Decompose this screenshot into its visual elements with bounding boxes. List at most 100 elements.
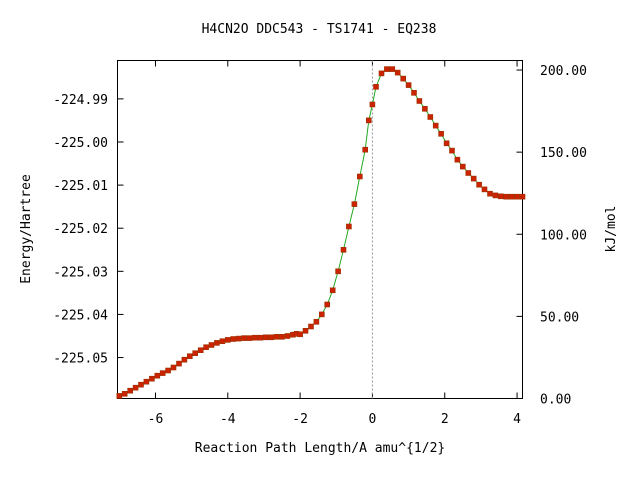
data-point [340, 247, 347, 253]
data-point [308, 323, 314, 330]
data-point [208, 342, 215, 348]
data-point [241, 335, 247, 341]
data-point [389, 66, 396, 72]
chart-title: H4CN2O DDC543 - TS1741 - EQ238 [202, 22, 437, 37]
data-point [394, 69, 401, 76]
data-point [384, 66, 390, 72]
data-point [335, 268, 341, 275]
data-point [313, 318, 320, 325]
data-point [252, 334, 258, 341]
x-tick-label: 2 [441, 412, 449, 427]
data-point [149, 375, 155, 382]
data-point [378, 70, 385, 77]
data-point [324, 301, 331, 308]
data-point [138, 381, 144, 388]
data-point [176, 360, 182, 367]
data-point [427, 114, 434, 120]
data-point [284, 333, 291, 339]
data-point [443, 140, 450, 147]
y2-tick-label: 200.00 [540, 64, 587, 79]
axis-ticks: -6 -4 -2 0 2 4 -224.99 -225.00 -225.01 -225.02 -22… [53, 60, 587, 427]
y-tick-label: -225.02 [53, 222, 108, 237]
data-point [365, 117, 372, 124]
y2-tick-label: 50.00 [540, 310, 579, 325]
data-point [268, 334, 275, 341]
plot-frame [117, 60, 523, 399]
data-point [203, 344, 209, 351]
data-point [519, 193, 526, 200]
data-point [170, 364, 177, 371]
data-point [362, 146, 369, 153]
data-point [400, 75, 407, 82]
x-axis-label: Reaction Path Length/A amu^{1/2} [195, 441, 445, 456]
x-tick-label: -6 [148, 412, 164, 427]
data-point [514, 193, 520, 200]
data-point [159, 370, 166, 376]
y-axis-label: Energy/Hartree [19, 174, 34, 284]
x-tick-label: -2 [292, 412, 308, 427]
y-tick-label: -224.99 [53, 93, 108, 108]
data-point [356, 173, 363, 180]
data-point [297, 331, 303, 338]
data-point [165, 367, 171, 374]
data-point [132, 384, 139, 391]
data-point [465, 170, 472, 176]
data-point [230, 336, 236, 342]
data-point [497, 193, 504, 200]
data-point [470, 175, 477, 182]
data-point [262, 334, 269, 341]
data-point [279, 333, 285, 340]
data-point [373, 84, 379, 90]
data-point [127, 387, 133, 394]
data-point [257, 334, 264, 341]
data-point [197, 347, 204, 354]
y-tick-label: -225.01 [53, 179, 108, 194]
y-tick-label: -225.05 [53, 352, 108, 367]
data-point [318, 311, 325, 318]
data-point [346, 223, 352, 230]
data-point [302, 327, 309, 334]
y2-tick-label: 100.00 [540, 228, 587, 243]
data-point [454, 156, 461, 163]
y-tick-label: -225.00 [53, 136, 108, 151]
data-point [192, 350, 198, 357]
data-point [416, 98, 423, 104]
data-point [503, 193, 510, 200]
data-point [411, 90, 417, 96]
data-point [214, 340, 220, 346]
data-point [143, 378, 150, 385]
y-tick-label: -225.03 [53, 265, 108, 280]
data-point [235, 335, 242, 342]
data-point [225, 337, 231, 343]
data-point [459, 163, 466, 170]
x-tick-label: 4 [513, 412, 521, 427]
data-point [476, 181, 482, 188]
data-point [187, 353, 193, 360]
data-point [508, 193, 515, 200]
data-point [154, 372, 161, 379]
data-point [121, 390, 128, 397]
data-point [438, 131, 444, 137]
data-point [492, 192, 499, 199]
x-tick-label: 0 [369, 412, 377, 427]
data-point [329, 287, 336, 294]
series-line [119, 68, 523, 397]
data-point [481, 186, 488, 193]
data-point [487, 190, 493, 197]
y-tick-label: -225.04 [53, 308, 108, 323]
data-point [422, 106, 428, 112]
data-point [116, 393, 123, 399]
data-point [432, 122, 439, 129]
x-tick-label: -4 [220, 412, 236, 427]
data-point [219, 338, 226, 345]
data-point [351, 201, 358, 207]
data-point [246, 335, 253, 341]
data-point [369, 101, 376, 108]
data-point [405, 82, 412, 88]
data-series [116, 66, 526, 399]
y2-tick-label: 0.00 [540, 393, 571, 408]
data-point [273, 333, 280, 340]
y2-tick-label: 150.00 [540, 146, 587, 161]
data-point [181, 356, 188, 363]
